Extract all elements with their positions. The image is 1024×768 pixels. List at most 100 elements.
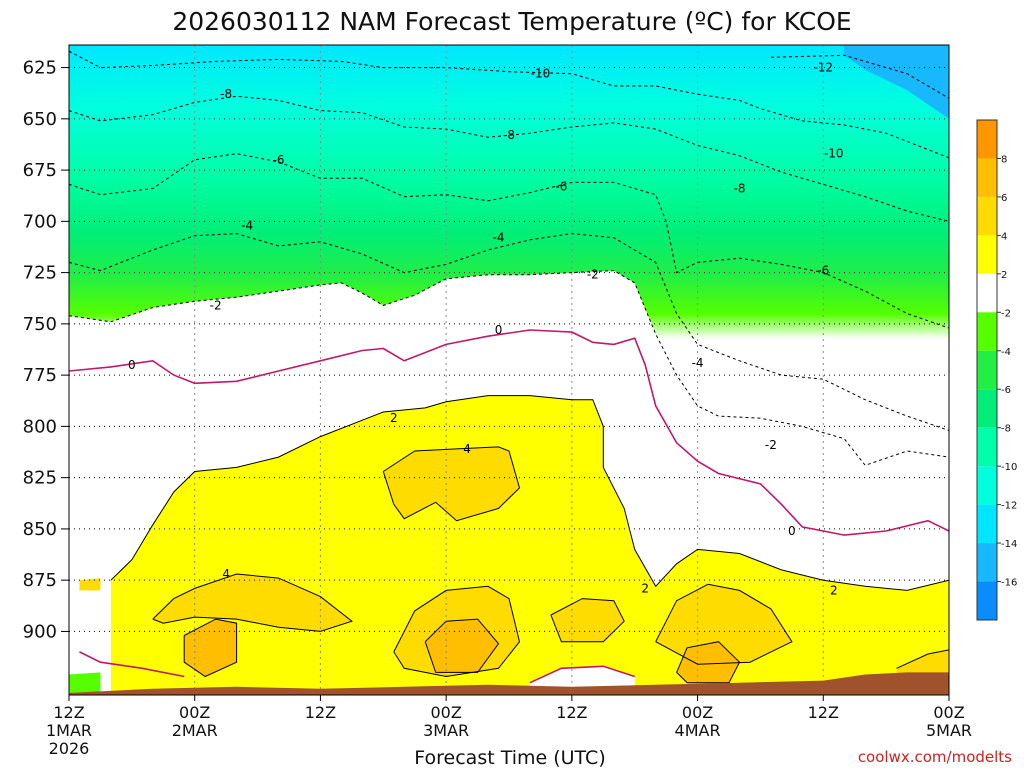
contour-line [896,649,949,669]
contour-line [676,641,741,684]
temperature-fill-region [383,446,520,521]
contour-line [393,585,521,678]
contour-label: -10 [531,67,551,81]
contour-line [770,54,949,99]
colorbar-swatch [977,389,997,428]
contour-line [69,95,949,222]
x-tick-label: 4MAR [675,721,721,740]
colorbar-label: -8 [1001,424,1011,435]
colorbar-label: -4 [1001,347,1011,358]
y-tick-label: 725 [23,263,57,284]
contour-label: 4 [463,442,471,456]
contour-line [424,618,500,673]
contour-line [69,50,949,159]
plot-frame [68,44,950,696]
contour-line [529,665,635,684]
contour-line [79,651,185,678]
cold-air-region [69,45,949,466]
y-tick-label: 775 [23,365,57,386]
y-tick-label: 825 [23,468,57,489]
colorbar-swatch [977,196,997,236]
contour-label: -2 [587,268,599,282]
contour-label: -2 [210,298,222,312]
colorbar-swatch [977,427,997,467]
y-tick-label: 800 [23,416,57,437]
y-tick-label: 875 [23,570,57,591]
contour-line [655,583,793,665]
colorbar-label: 4 [1001,231,1007,242]
credit-link[interactable]: coolwx.com/modelts [858,748,1012,766]
terrain-ground [69,672,949,695]
colorbar-label: 6 [1001,193,1007,204]
x-tick-label: 12Z [808,703,839,722]
colorbar-label: -2 [1001,308,1011,319]
y-tick-label: 700 [23,211,57,232]
contour-label: 4 [222,567,230,581]
plot-area: -12 -10 -10 -8 -8 -8 -6 -6 -6 -4 -4 -4 -2 -2 -2 0 0 0 2 2 2 4… [69,45,949,695]
colorbar-swatch [977,120,997,159]
contour-label: 0 [495,323,503,337]
colorbar-swatch [977,273,997,313]
contour-label: -8 [503,128,515,142]
colorbar-swatch [977,158,997,197]
coldest-region [844,45,949,119]
contour-line [69,153,949,329]
x-tick-label: 12Z [556,703,587,722]
y-tick-label: 625 [23,58,57,79]
colorbar-swatch [977,350,997,390]
y-tick-label: 675 [23,160,57,181]
colorbar-swatch [977,504,997,544]
contour-label: -6 [817,264,829,278]
contour-label: -2 [765,438,777,452]
x-tick-label: 00Z [682,703,713,722]
contour-line [152,573,353,632]
colorbar-swatch [977,466,997,505]
contour-label: 0 [788,524,796,538]
contour-label: 2 [641,581,649,595]
colorbar-swatch [977,581,997,620]
colorbar-label: -6 [1001,385,1011,396]
contour-line [69,270,949,466]
contour-line [183,618,238,678]
contour-label: -4 [241,218,253,232]
colorbar-label: -12 [1001,501,1017,512]
temperature-fill-region [184,619,237,677]
colorbar-frame [976,119,998,621]
colorbar-swatch [977,543,997,582]
x-tick-label: 2026 [49,739,90,758]
contour-line [382,446,521,522]
x-tick-label: 5MAR [926,721,972,740]
x-tick-label: 12Z [305,703,336,722]
temperature-fill-region [69,672,101,695]
x-axis-label: Forecast Time (UTC) [414,747,605,768]
colorbar-label: 2 [1001,270,1007,281]
contour-label: 2 [390,411,398,425]
contour-line [550,598,625,643]
y-tick-label: 750 [23,314,57,335]
y-tick-label: 850 [23,519,57,540]
temperature-fill-region [655,584,792,665]
colorbar-label: -14 [1001,539,1017,550]
colorbar-swatch [977,235,997,274]
temperature-fill-region [425,619,499,673]
temperature-fill-region [550,598,625,642]
x-tick-label: 12Z [53,703,84,722]
colorbar-label: -10 [1001,462,1017,473]
colorbar-label: 8 [1001,154,1007,165]
contour-label: -4 [493,231,505,245]
contour-label: -8 [733,182,745,196]
contour-label: -8 [220,87,232,101]
x-tick-label: 00Z [179,703,210,722]
x-tick-label: 1MAR [46,721,92,740]
contour-label: -10 [824,147,844,161]
colorbar-swatch [977,312,997,351]
contour-line [69,233,949,431]
y-tick-label: 650 [23,109,57,130]
x-tick-label: 00Z [430,703,461,722]
contour-label: 2 [830,583,838,597]
x-tick-label: 00Z [933,703,964,722]
temperature-fill-region [79,578,101,591]
contour-line [110,395,949,591]
x-tick-label: 3MAR [423,721,469,740]
